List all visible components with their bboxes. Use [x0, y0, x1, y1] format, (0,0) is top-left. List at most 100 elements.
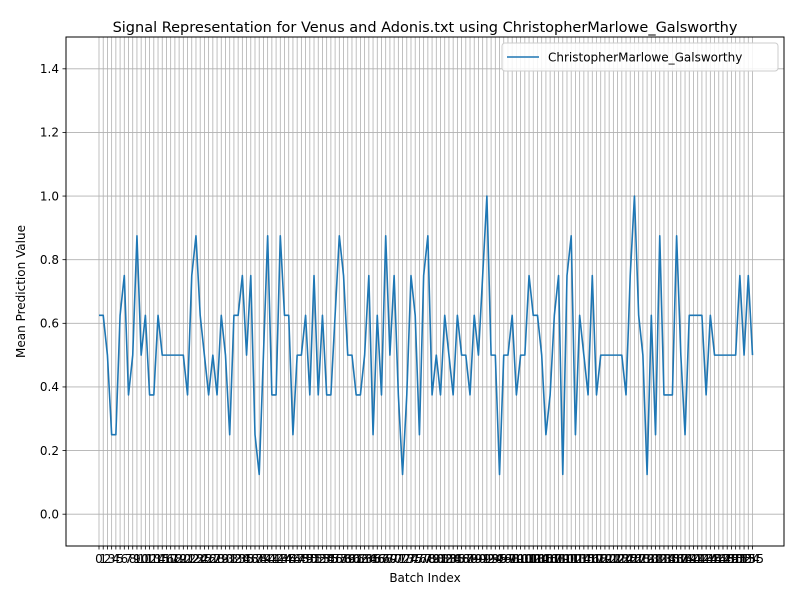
- x-tick-label: 108: [543, 552, 566, 566]
- x-tick-label: 61: [349, 552, 364, 566]
- data-point: [237, 315, 239, 317]
- data-point: [132, 354, 134, 356]
- data-point: [469, 394, 471, 396]
- x-tick-label: 155: [741, 552, 764, 566]
- x-tick-label: 17: [163, 552, 178, 566]
- x-tick-label: 85: [450, 552, 465, 566]
- data-point: [714, 354, 716, 356]
- data-point: [465, 354, 467, 356]
- chart-title: Signal Representation for Venus and Adon…: [113, 20, 738, 36]
- data-point: [355, 394, 357, 396]
- x-tick-label: 38: [252, 552, 267, 566]
- data-point: [659, 235, 661, 237]
- x-tick-label: 56: [327, 552, 342, 566]
- data-point: [490, 354, 492, 356]
- data-point: [414, 315, 416, 317]
- data-point: [604, 354, 606, 356]
- x-tick-label: 126: [619, 552, 642, 566]
- data-point: [419, 434, 421, 436]
- x-tick-label: 51: [306, 552, 321, 566]
- x-tick-label: 88: [462, 552, 477, 566]
- data-point: [427, 235, 429, 237]
- data-point: [537, 315, 539, 317]
- data-point: [385, 235, 387, 237]
- x-tick-label: 134: [653, 552, 676, 566]
- x-tick-label: 79: [424, 552, 439, 566]
- data-point: [667, 394, 669, 396]
- y-tick-label: 1.2: [40, 126, 59, 140]
- x-tick-label: 6: [120, 552, 128, 566]
- data-point: [444, 315, 446, 317]
- x-tick-label: 57: [332, 552, 347, 566]
- x-tick-label: 104: [526, 552, 549, 566]
- x-tick-label: 43: [273, 552, 288, 566]
- x-tick-label: 105: [530, 552, 553, 566]
- data-point: [170, 354, 172, 356]
- data-point: [216, 394, 218, 396]
- x-tick-label: 97: [500, 552, 515, 566]
- data-point: [368, 275, 370, 277]
- x-tick-label: 137: [665, 552, 688, 566]
- data-point: [608, 354, 610, 356]
- data-point: [254, 434, 256, 436]
- x-tick-label: 37: [247, 552, 262, 566]
- x-tick-label: 84: [446, 552, 461, 566]
- data-point: [583, 354, 585, 356]
- y-tick-label: 0.8: [40, 253, 59, 267]
- data-point: [634, 195, 636, 197]
- data-point: [431, 394, 433, 396]
- data-point: [326, 394, 328, 396]
- data-point: [309, 394, 311, 396]
- x-tick-label: 136: [661, 552, 684, 566]
- data-point: [524, 354, 526, 356]
- data-point: [423, 275, 425, 277]
- data-point: [499, 474, 501, 476]
- x-tick-label: 113: [564, 552, 587, 566]
- x-tick-label: 152: [728, 552, 751, 566]
- x-tick-label: 114: [568, 552, 591, 566]
- x-tick-label: 34: [235, 552, 250, 566]
- legend-entry-label: ChristopherMarlowe_Galsworthy: [548, 51, 742, 65]
- x-tick-label: 20: [176, 552, 191, 566]
- x-tick-label: 118: [585, 552, 608, 566]
- x-tick-label: 140: [678, 552, 701, 566]
- data-point: [617, 354, 619, 356]
- data-point: [600, 354, 602, 356]
- x-tick-label: 89: [467, 552, 482, 566]
- data-point: [705, 394, 707, 396]
- x-tick-label: 78: [420, 552, 435, 566]
- data-point: [161, 354, 163, 356]
- data-point: [292, 434, 294, 436]
- x-tick-label: 147: [707, 552, 730, 566]
- x-tick-label: 30: [218, 552, 233, 566]
- y-tick-label: 0.2: [40, 444, 59, 458]
- x-tick-label: 76: [412, 552, 427, 566]
- x-tick-label: 66: [370, 552, 385, 566]
- x-tick-label: 138: [669, 552, 692, 566]
- x-tick-label: 145: [699, 552, 722, 566]
- y-axis-label: Mean Prediction Value: [14, 225, 28, 358]
- x-tick-label: 35: [239, 552, 254, 566]
- x-tick-label: 148: [712, 552, 735, 566]
- data-point: [183, 354, 185, 356]
- data-point: [376, 315, 378, 317]
- data-point: [343, 275, 345, 277]
- x-tick-label: 44: [277, 552, 292, 566]
- x-tick-label: 149: [716, 552, 739, 566]
- y-tick-label: 1.4: [40, 62, 59, 76]
- data-point: [111, 434, 113, 436]
- data-point: [532, 315, 534, 317]
- data-point: [570, 235, 572, 237]
- x-tick-label: 71: [391, 552, 406, 566]
- x-tick-label: 133: [648, 552, 671, 566]
- data-point: [486, 195, 488, 197]
- x-tick-label: 121: [598, 552, 621, 566]
- x-tick-label: 22: [184, 552, 199, 566]
- x-tick-label: 41: [264, 552, 279, 566]
- data-point: [360, 394, 362, 396]
- data-point: [102, 315, 104, 317]
- x-tick-label: 109: [547, 552, 570, 566]
- x-tick-label: 124: [610, 552, 633, 566]
- data-point: [554, 315, 556, 317]
- data-point: [115, 434, 117, 436]
